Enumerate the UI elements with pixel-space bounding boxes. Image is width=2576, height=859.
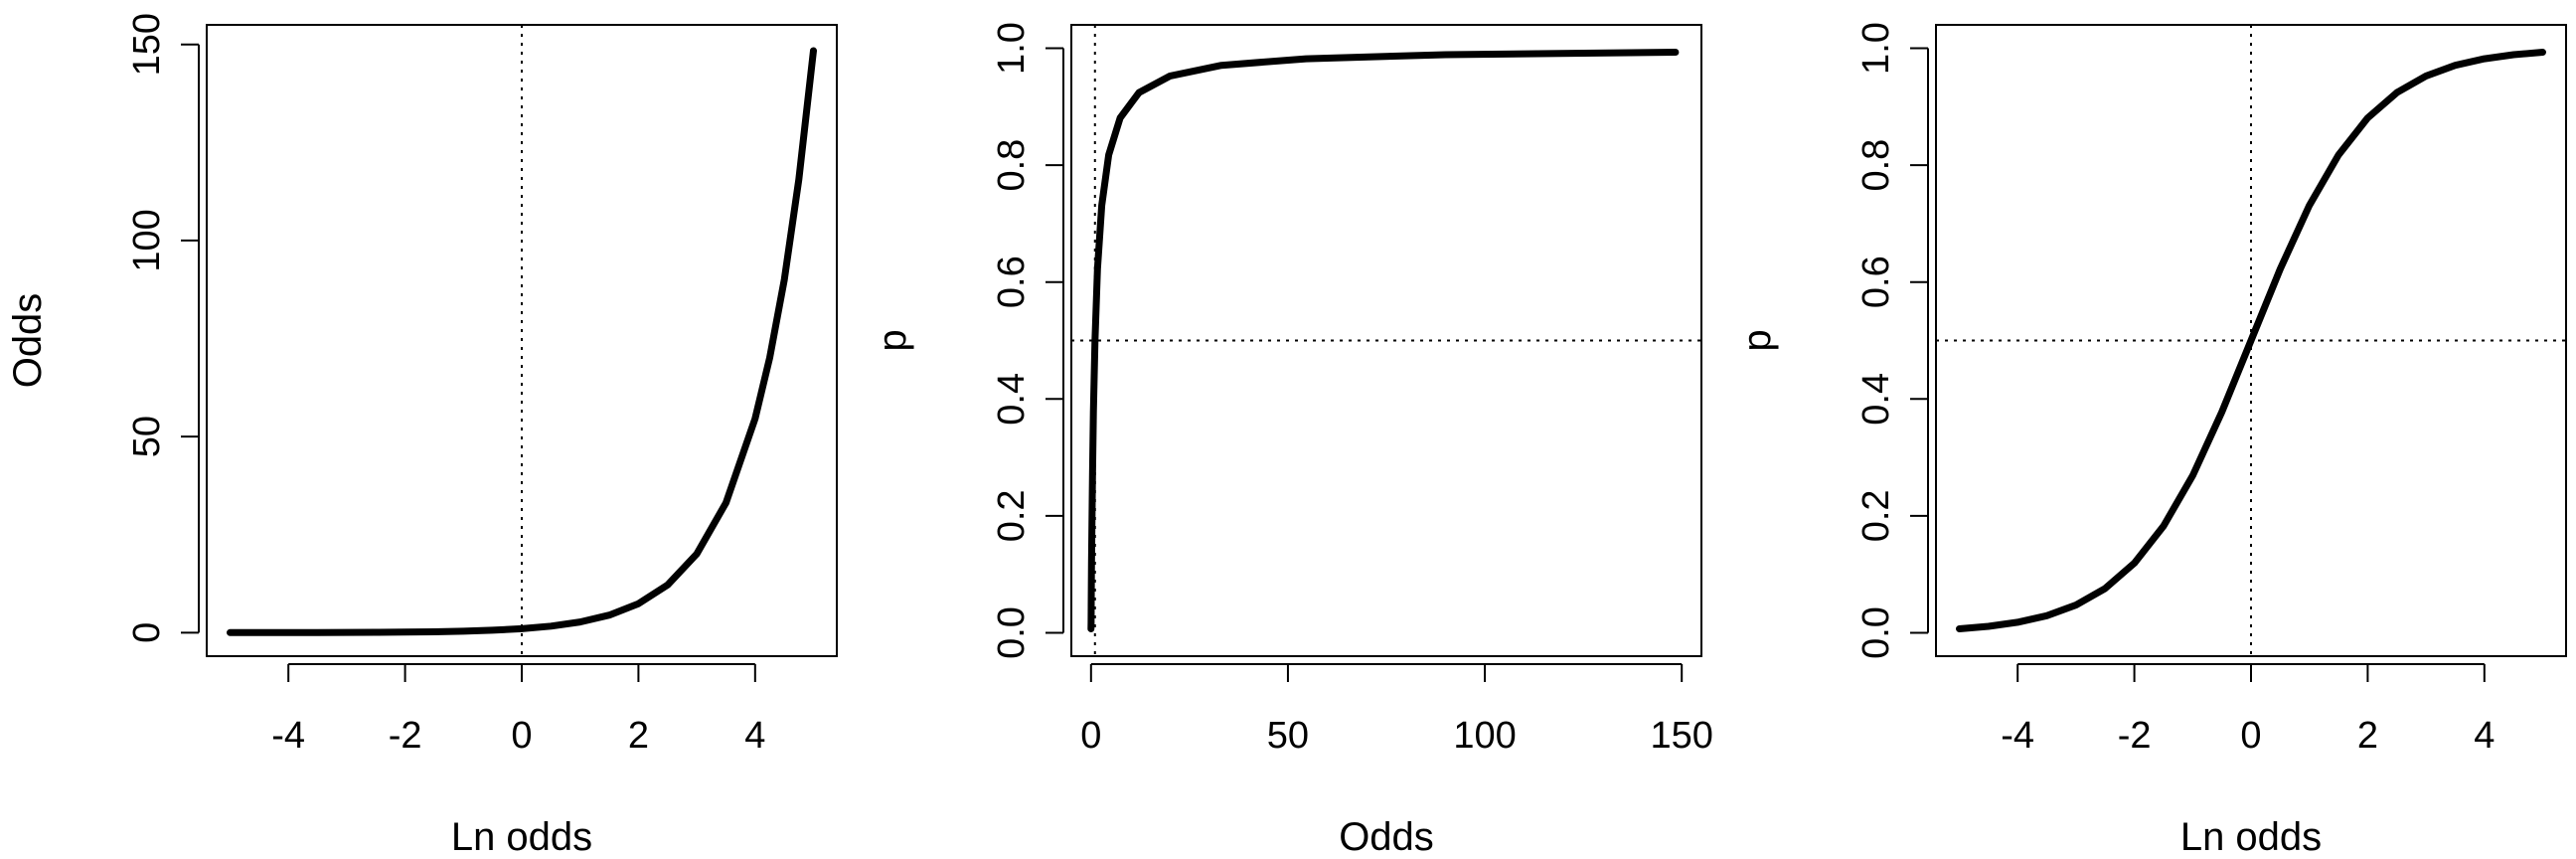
x-axis-label: Ln odds [451,815,592,859]
y-tick-label: 0.8 [991,139,1033,192]
y-tick-label: 0 [126,622,168,643]
y-tick-label: 50 [126,416,168,457]
y-tick-label: 1.0 [1855,22,1897,75]
x-tick-label: 0 [1080,715,1101,757]
panel-1: -4 -2 0 2 4 0 50 100 150 Ln odds Odds [6,13,838,859]
y-tick-label: 100 [126,209,168,271]
x-tick-label: 50 [1267,715,1309,757]
x-tick-label: 4 [744,715,765,757]
y-tick-label: 0.6 [1855,256,1897,308]
y-tick-label: 0.4 [991,373,1033,426]
y-tick-label: 0.2 [1855,489,1897,542]
y-tick-label: 0.2 [991,489,1033,542]
x-tick-label: 4 [2474,715,2495,757]
x-tick-label: 100 [1453,715,1516,757]
series-line [227,47,817,636]
series-line [1087,49,1680,632]
panel-2: 0 50 100 150 0.0 0.2 0.4 0.6 0.8 1.0 Odds p [871,22,1713,859]
x-tick-label: -4 [2001,715,2034,757]
y-axis-label: p [871,329,914,351]
x-tick-label: 2 [628,715,649,757]
y-tick-label: 150 [126,13,168,76]
series-line [1956,49,2546,632]
x-axis-label: Ln odds [2180,815,2322,859]
x-tick-label: 2 [2357,715,2378,757]
y-axis-label: Odds [6,293,50,389]
x-tick-label: -2 [389,715,422,757]
y-tick-label: 0.6 [991,256,1033,308]
x-tick-label: -4 [271,715,305,757]
y-tick-label: 0.0 [991,606,1033,659]
panel-3: -4 -2 0 2 4 0.0 0.2 0.4 0.6 0.8 1.0 Ln odds p [1735,22,2567,859]
x-tick-label: 0 [2240,715,2261,757]
y-tick-label: 1.0 [991,22,1033,75]
y-tick-label: 0.4 [1855,373,1897,426]
x-axis-label: Odds [1339,815,1434,859]
y-tick-label: 0.0 [1855,606,1897,659]
x-tick-label: -2 [2118,715,2152,757]
x-tick-label: 0 [511,715,532,757]
y-tick-label: 0.8 [1855,139,1897,192]
x-tick-label: 150 [1650,715,1712,757]
y-axis-label: p [1735,329,1779,351]
